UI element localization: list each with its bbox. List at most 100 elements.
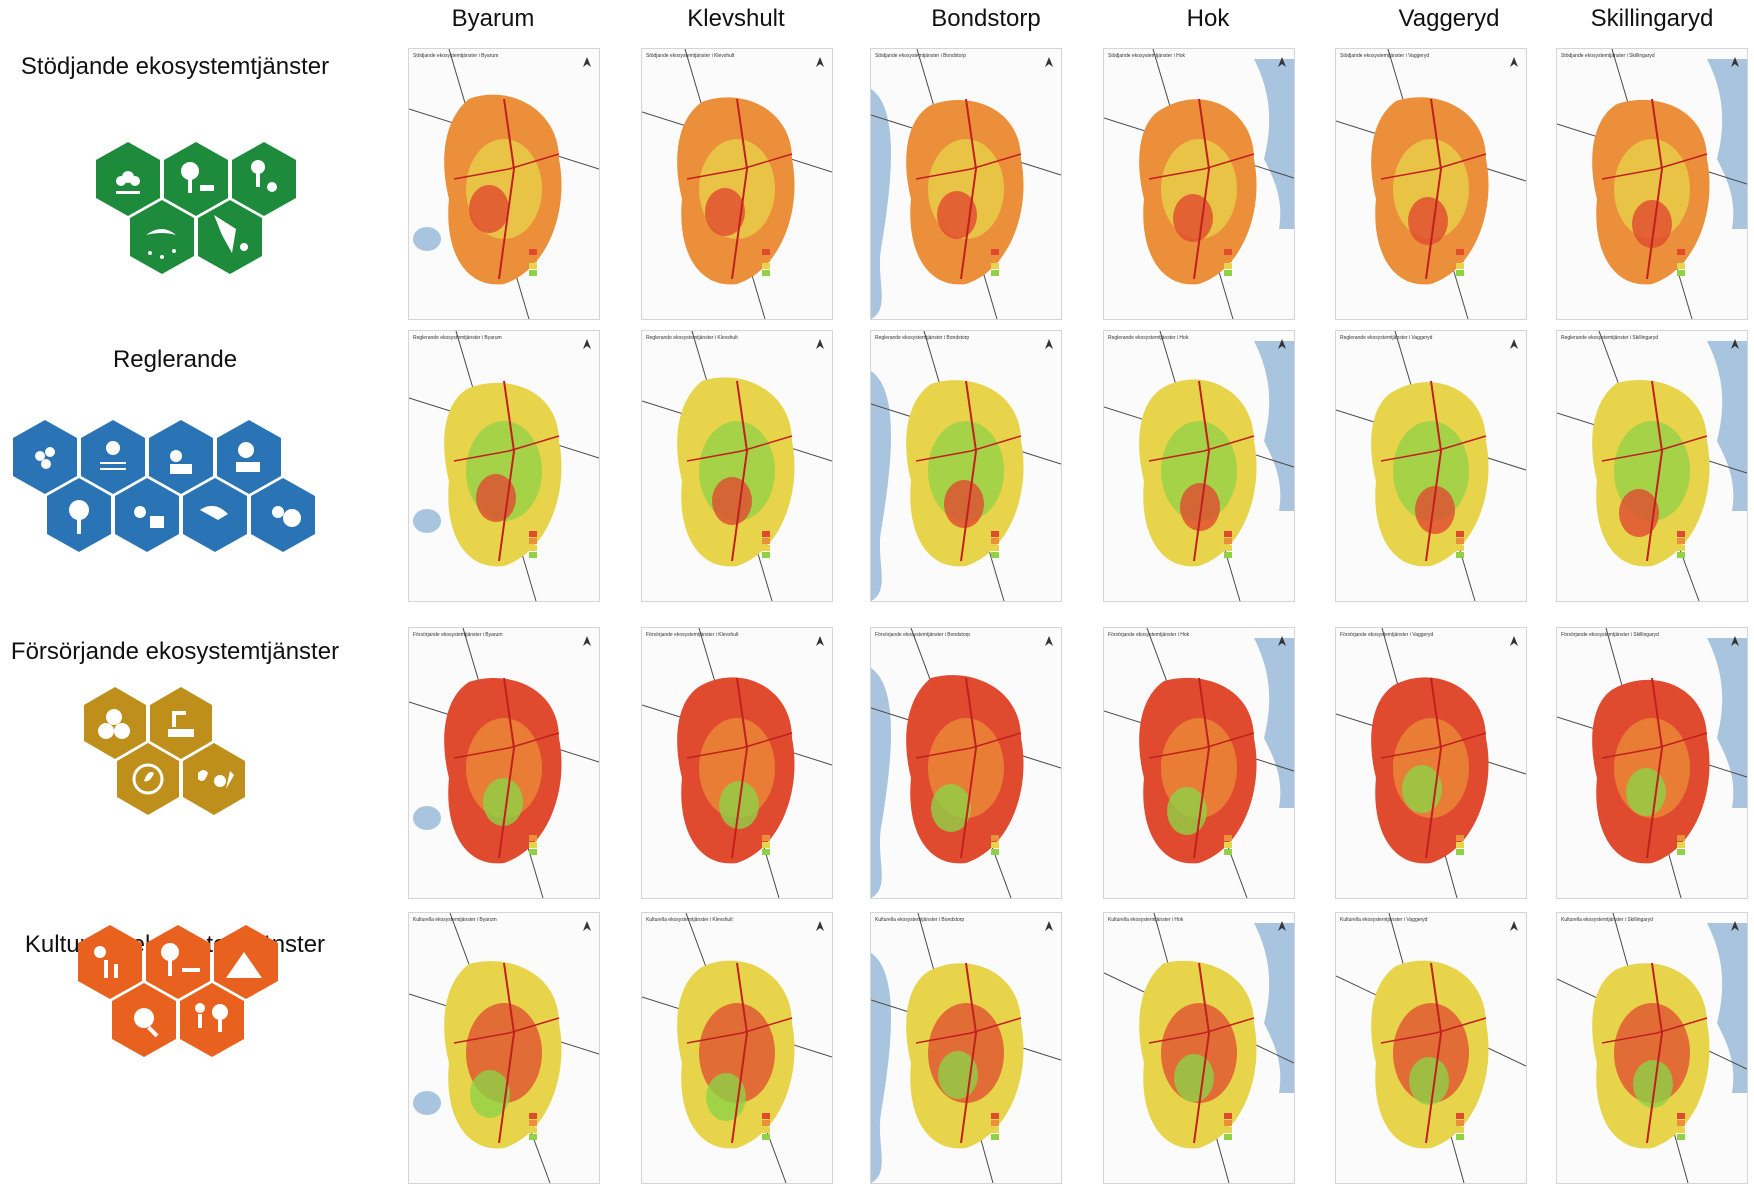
legend-swatch [529,849,537,855]
main-road [1646,98,1664,280]
map-canvas: Försörjande ekosystemtjänster i Skilling… [1557,628,1747,898]
legend-swatch [529,828,537,834]
lake [871,371,891,601]
legend-swatch [1224,1127,1232,1133]
legend-swatch [1677,1127,1685,1133]
legend-swatch [1677,256,1685,262]
map-legend [1456,828,1464,855]
map-provisioning-vaggeryd: Försörjande ekosystemtjänster i Vaggeryd [1335,627,1527,899]
value-zone [1402,765,1442,813]
map-canvas: Stödjande ekosystemtjänster i Vaggeryd [1336,49,1526,319]
map-legend [1224,249,1232,276]
north-arrow-icon [1731,339,1739,349]
main-road [453,435,560,462]
value-zone [1633,1060,1673,1108]
main-road [1601,732,1708,759]
north-arrow-icon [1278,57,1286,67]
map-provisioning-skillingaryd: Försörjande ekosystemtjänster i Skilling… [1556,627,1748,899]
map-legend [529,531,537,558]
north-arrow-icon [1731,921,1739,931]
regulating-ecosystem-services-icon [0,400,350,620]
main-road [915,435,1022,462]
legend-swatch [1224,1120,1232,1126]
north-arrow-icon [1731,636,1739,646]
map-title: Reglerande ekosystemtjänster i Byarum [413,335,502,341]
lake [1707,638,1747,808]
map-canvas: Reglerande ekosystemtjänster i Klevshult [642,331,832,601]
map-canvas: Försörjande ekosystemtjänster i Hok [1104,628,1294,898]
map-regulating-vaggeryd: Reglerande ekosystemtjänster i Vaggeryd [1335,330,1527,602]
north-arrow-icon [1045,921,1053,931]
map-canvas: Försörjande ekosystemtjänster i Byarum [409,628,599,898]
main-road [1193,677,1211,859]
main-road [1380,435,1487,462]
main-road [1148,1017,1255,1044]
map-canvas: Försörjande ekosystemtjänster i Vaggeryd [1336,628,1526,898]
value-zone [1173,194,1213,242]
main-road [1148,153,1255,180]
map-canvas: Kulturella ekosystemtjänster i Vaggeryd [1336,913,1526,1183]
legend-swatch [762,828,770,834]
value-zone [1161,421,1237,521]
value-zone [483,778,523,826]
map-canvas: Stödjande ekosystemtjänster i Bondstorp [871,49,1061,319]
legend-swatch [762,538,770,544]
value-zone [1626,768,1666,816]
map-canvas: Reglerande ekosystemtjänster i Vaggeryd [1336,331,1526,601]
legend-swatch [762,545,770,551]
map-title: Stödjande ekosystemtjänster i Byarum [413,53,498,59]
map-legend [762,1113,770,1140]
main-road [731,380,749,562]
map-title: Kulturella ekosystemtjänster i Byarum [413,917,497,923]
legend-swatch [1677,1120,1685,1126]
map-supporting-hok: Stödjande ekosystemtjänster i Hok [1103,48,1295,320]
legend-swatch [1224,249,1232,255]
legend-swatch [762,1113,770,1119]
main-road [1601,153,1708,180]
lake [413,509,441,533]
legend-swatch [529,1113,537,1119]
legend-swatch [1224,1113,1232,1119]
map-legend [1677,249,1685,276]
map-legend [1677,531,1685,558]
map-legend [1677,1113,1685,1140]
map-legend [529,1113,537,1140]
legend-swatch [1224,538,1232,544]
map-canvas: Kulturella ekosystemtjänster i Bondstorp [871,913,1061,1183]
legend-swatch [1677,1113,1685,1119]
legend-swatch [1224,835,1232,841]
map-title: Kulturella ekosystemtjänster i Klevshult [646,917,733,923]
map-title: Försörjande ekosystemtjänster i Vaggeryd [1340,632,1434,638]
legend-swatch [1224,828,1232,834]
north-arrow-icon [583,339,591,349]
map-supporting-bondstorp: Stödjande ekosystemtjänster i Bondstorp [870,48,1062,320]
map-legend [529,828,537,855]
north-arrow-icon [1278,921,1286,931]
north-arrow-icon [1731,57,1739,67]
main-road [731,962,749,1144]
value-zone [1167,787,1207,835]
map-legend [991,1113,999,1140]
map-title: Stödjande ekosystemtjänster i Skillingar… [1561,53,1655,59]
main-road [1646,380,1664,562]
value-zone [931,784,971,832]
legend-swatch [1677,1134,1685,1140]
map-canvas: Kulturella ekosystemtjänster i Skillinga… [1557,913,1747,1183]
map-title: Kulturella ekosystemtjänster i Vaggeryd [1340,917,1428,923]
map-title: Reglerande ekosystemtjänster i Hok [1108,335,1189,341]
legend-swatch [1224,256,1232,262]
main-road [453,732,560,759]
legend-swatch [991,531,999,537]
legend-swatch [529,1134,537,1140]
lake [871,89,891,319]
map-title: Stödjande ekosystemtjänster i Vaggeryd [1340,53,1429,59]
legend-swatch [991,263,999,269]
legend-swatch [1677,249,1685,255]
map-canvas: Stödjande ekosystemtjänster i Skillingar… [1557,49,1747,319]
legend-swatch [1677,263,1685,269]
main-road [1425,677,1443,859]
main-road [498,677,516,859]
legend-swatch [1677,270,1685,276]
legend-swatch [991,270,999,276]
value-zone [1408,197,1448,245]
